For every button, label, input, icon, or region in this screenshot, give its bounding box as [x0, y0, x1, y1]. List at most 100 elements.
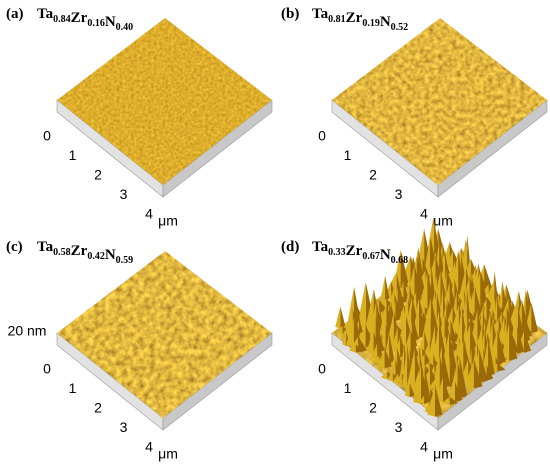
- element: N: [105, 14, 116, 30]
- spike-dark: [457, 361, 466, 399]
- surface-texture: [57, 18, 272, 185]
- spike-dark: [509, 322, 518, 361]
- spike-light: [402, 343, 408, 389]
- spike-dark: [355, 344, 363, 353]
- spike-dark: [484, 264, 493, 290]
- spike-light: [445, 250, 454, 269]
- spike-light: [391, 326, 398, 353]
- spike-dark: [340, 306, 346, 329]
- spike-dark: [531, 302, 538, 334]
- axis-tick-label: 1: [69, 147, 77, 163]
- afm-panel: (b) Ta0.81Zr0.19N0.52 0 1 2 3 4 μm: [281, 6, 548, 229]
- spike-dark: [479, 349, 488, 383]
- axis-unit: μm: [433, 446, 453, 462]
- spike-light: [430, 355, 440, 399]
- spike-light: [342, 332, 347, 347]
- axis-tick-label: 3: [395, 419, 403, 435]
- spike-dark: [454, 278, 460, 301]
- formula: Ta0.84Zr0.16N0.40: [37, 6, 133, 33]
- spike-dark: [449, 396, 458, 406]
- formula: Ta0.81Zr0.19N0.52: [312, 6, 408, 33]
- spike-dark: [424, 395, 430, 405]
- axis-tick-label: 0: [43, 361, 51, 377]
- spike-light: [418, 395, 425, 405]
- panel-label: (c): [6, 239, 23, 255]
- axis-tick-label: 0: [318, 128, 326, 144]
- element: Zr: [346, 10, 363, 26]
- subscript: 0.42: [87, 251, 105, 262]
- spike-light: [465, 359, 474, 389]
- subscript: 0.52: [391, 22, 409, 33]
- formula: Ta0.58Zr0.42N0.59: [37, 239, 133, 266]
- spike-dark: [497, 356, 503, 366]
- spike-light: [424, 402, 430, 414]
- afm-panel: (c) Ta0.58Zr0.42N0.59 0 1 2 3 4 μm 20 nm: [6, 239, 273, 462]
- spike-light: [427, 384, 435, 417]
- spike-dark: [384, 347, 392, 369]
- axis-tick-label: 2: [369, 400, 377, 416]
- spike-light: [404, 383, 410, 398]
- spike-dark: [400, 250, 408, 289]
- axis-tick-label: 1: [344, 147, 352, 163]
- spike-dark: [486, 365, 494, 381]
- spike-light: [405, 347, 415, 394]
- element: Zr: [71, 10, 88, 26]
- axis-unit: μm: [158, 213, 178, 229]
- spike-light: [450, 304, 459, 335]
- spike-light: [501, 322, 510, 361]
- afm-panel: (a) Ta0.84Zr0.16N0.40 0 1 2 3 4 μm: [6, 6, 273, 229]
- spike-dark: [354, 286, 362, 332]
- element: N: [380, 247, 391, 263]
- subscript: 0.84: [53, 14, 71, 25]
- element: Zr: [71, 243, 88, 259]
- spike-dark: [517, 326, 525, 354]
- box-right-face: [162, 332, 273, 431]
- spike-dark: [524, 330, 531, 353]
- axis-tick-label: 4: [145, 206, 153, 222]
- spike-light: [380, 275, 386, 301]
- axis-unit: μm: [433, 213, 453, 229]
- axis-unit: μm: [158, 446, 178, 462]
- element: N: [380, 14, 391, 30]
- spike-dark: [359, 319, 364, 334]
- axis-tick-label: 2: [94, 400, 102, 416]
- spike-dark: [434, 384, 443, 417]
- spike-light: [365, 288, 374, 332]
- spike-dark: [497, 329, 506, 364]
- axis-tick-label: 2: [369, 167, 377, 183]
- spike-light: [441, 396, 450, 406]
- surface-texture: [57, 251, 272, 418]
- panel-label: (a): [6, 6, 24, 22]
- subscript: 0.58: [53, 247, 71, 258]
- spike-light: [399, 344, 405, 382]
- spike-light: [393, 250, 401, 289]
- element: Ta: [37, 6, 54, 22]
- spike-dark: [389, 333, 395, 364]
- panel-label: (b): [281, 6, 299, 22]
- spike-light: [418, 272, 428, 312]
- spike-dark: [397, 287, 405, 313]
- height-scale-label: 20 nm: [8, 323, 47, 339]
- element: Zr: [346, 243, 363, 259]
- spike-dark: [455, 381, 463, 402]
- axis-tick-label: 0: [43, 128, 51, 144]
- axis-tick-label: 3: [395, 186, 403, 202]
- panel-label: (d): [281, 239, 299, 255]
- axis-tick-label: 3: [120, 186, 128, 202]
- spike-dark: [409, 383, 415, 398]
- spike-light: [447, 381, 456, 402]
- box-right-face: [437, 332, 548, 431]
- formula: Ta0.33Zr0.67N0.68: [312, 239, 408, 266]
- spike-light: [419, 330, 425, 353]
- axis-tick-label: 4: [420, 439, 428, 455]
- spike-dark: [443, 377, 451, 403]
- spike-light: [335, 306, 341, 329]
- spike-dark: [488, 337, 495, 376]
- spike-light: [371, 355, 380, 364]
- axis-tick-label: 1: [69, 380, 77, 396]
- axis-tick-label: 4: [145, 439, 153, 455]
- spike-dark: [430, 297, 440, 341]
- spike-dark: [421, 364, 429, 404]
- subscript: 0.40: [116, 22, 134, 33]
